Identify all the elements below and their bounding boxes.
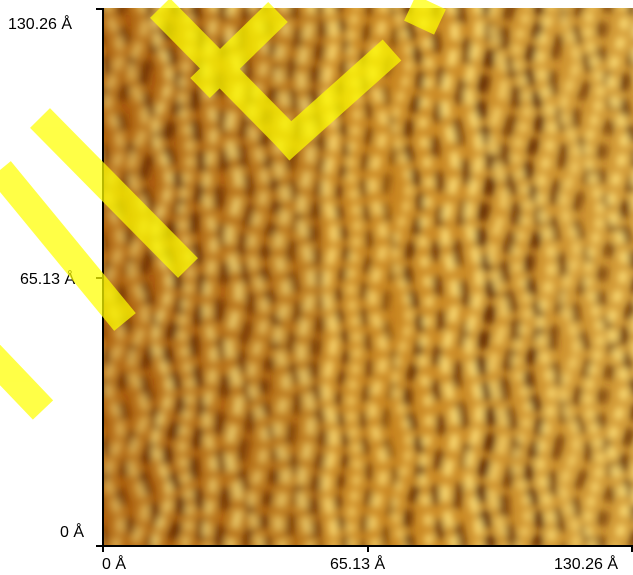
stm-image-canvas — [104, 8, 633, 545]
y-tick-mid — [96, 277, 103, 279]
dark-stripe — [402, 8, 426, 545]
dark-stripe — [523, 8, 545, 545]
shade-region — [104, 8, 324, 545]
dark-stripe — [430, 8, 446, 545]
dark-stripe — [547, 8, 569, 545]
bright-stripe — [487, 8, 509, 545]
bright-stripe — [391, 8, 413, 545]
bright-stripe — [607, 8, 629, 545]
bright-stripe — [535, 8, 557, 545]
y-tick-bottom — [96, 545, 103, 547]
x-tick-label-right: 130.26 Å — [554, 556, 619, 573]
bright-stripe — [346, 8, 362, 545]
dark-stripe — [571, 8, 593, 545]
y-tick-label-mid: 65.13 Å — [20, 271, 76, 288]
bright-stripe — [583, 8, 605, 545]
dark-stripe — [619, 8, 633, 545]
dark-stripe — [475, 8, 497, 545]
bright-stripe — [464, 8, 484, 545]
y-tick-label-bottom: 0 Å — [60, 524, 85, 541]
x-tick-mid — [367, 545, 369, 552]
dark-stripe — [594, 8, 618, 545]
bright-stripe — [512, 8, 532, 545]
y-tick-top — [96, 8, 103, 10]
x-tick-label-left: 0 Å — [102, 556, 127, 573]
bright-stripe — [559, 8, 581, 545]
bright-stripe — [440, 8, 460, 545]
bright-stripe — [418, 8, 434, 545]
y-tick-label-top: 130.26 Å — [8, 16, 73, 33]
x-tick-label-mid: 65.13 Å — [330, 556, 386, 573]
x-tick-right — [631, 545, 633, 552]
stm-topography-image — [104, 8, 633, 545]
x-tick-left — [102, 545, 104, 552]
